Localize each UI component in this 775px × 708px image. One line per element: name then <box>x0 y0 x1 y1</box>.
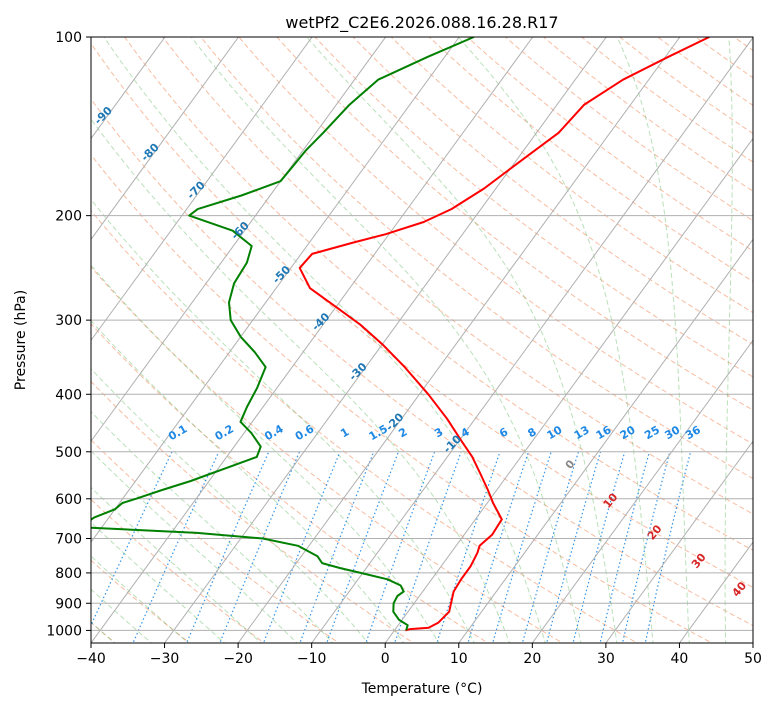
dry-adiabat-line <box>91 323 489 643</box>
x-tick-label: 50 <box>744 651 762 667</box>
x-tick-label: −30 <box>150 651 180 667</box>
x-tick-label: −10 <box>297 651 327 667</box>
isotherm-gridline <box>91 37 534 643</box>
mixing-ratio-line <box>521 451 580 643</box>
y-tick-label: 600 <box>55 492 82 508</box>
isotherm-gridline <box>91 37 387 443</box>
y-tick-label: 1000 <box>46 623 82 639</box>
y-tick-label: 900 <box>55 596 82 612</box>
dry-adiabat-line <box>390 37 753 314</box>
y-tick-label: 800 <box>55 566 82 582</box>
isotherm-gridline <box>237 37 681 643</box>
mixing-ratio-line <box>545 451 602 643</box>
x-axis-label: Temperature (°C) <box>361 681 483 697</box>
dry-adiabat-line <box>352 37 753 346</box>
plot-frame <box>90 36 754 644</box>
x-tick-label: 30 <box>597 651 615 667</box>
dry-adiabat-line <box>238 37 753 445</box>
dry-adiabat-line <box>200 37 753 480</box>
axes: −40 −30 −20 −10 0 10 20 30 40 50 1000 900 800 700 600 5… <box>46 30 762 667</box>
x-tick-label: 10 <box>450 651 468 667</box>
moist-adiabat-line <box>91 118 511 643</box>
mixing-ratio-line <box>599 451 650 643</box>
isotherm-gridline <box>458 238 753 643</box>
series-layer <box>91 37 710 632</box>
dry-adiabat-line <box>91 42 753 588</box>
isotherm-gridline <box>384 137 753 643</box>
mixing-ratio-line <box>621 451 671 643</box>
chart-title: wetPf2_C2E6.2026.088.16.28.R17 <box>285 13 558 33</box>
y-axis-label: Pressure (hPa) <box>13 290 29 390</box>
x-tick-label: 20 <box>523 651 541 667</box>
mixing-ratio-line <box>91 451 173 627</box>
dry-adiabat-line <box>428 37 753 283</box>
dewpoint-line <box>91 37 475 631</box>
y-tick-label: 200 <box>55 209 82 225</box>
isotherm-gridline <box>531 339 753 643</box>
mixing-ratio-line <box>492 451 552 643</box>
moist-adiabat-line <box>91 198 475 643</box>
dry-adiabat-line <box>123 37 753 551</box>
x-tick-label: 40 <box>671 651 689 667</box>
isotherm-gridline <box>605 440 753 643</box>
x-tick-label: −20 <box>223 651 253 667</box>
mixing-ratio-line <box>644 451 692 643</box>
mixing-ratio-line <box>219 451 301 643</box>
mixing-ratio-line <box>365 451 436 643</box>
isotherm-gridline <box>164 37 607 643</box>
dry-adiabat-line <box>162 37 753 515</box>
y-tick-label: 300 <box>55 313 82 329</box>
mixing-ratio-line <box>299 451 375 643</box>
mixing-ratio-line <box>326 451 400 643</box>
isotherm-gridline <box>311 37 753 643</box>
y-tick-label: 100 <box>55 30 82 46</box>
x-tick-label: 0 <box>381 651 390 667</box>
grid <box>91 37 753 643</box>
mixing-ratio-line <box>436 451 501 643</box>
temperature-line <box>298 37 710 632</box>
y-tick-label: 500 <box>55 445 82 461</box>
x-tick-label: −40 <box>76 651 106 667</box>
y-tick-label: 400 <box>55 387 82 403</box>
moist-adiabat-line <box>91 319 405 643</box>
dry-adiabat-line <box>91 153 713 643</box>
isotherm-gridline <box>91 37 239 241</box>
y-tick-label: 700 <box>55 532 82 548</box>
mixing-ratio-line <box>572 451 626 643</box>
